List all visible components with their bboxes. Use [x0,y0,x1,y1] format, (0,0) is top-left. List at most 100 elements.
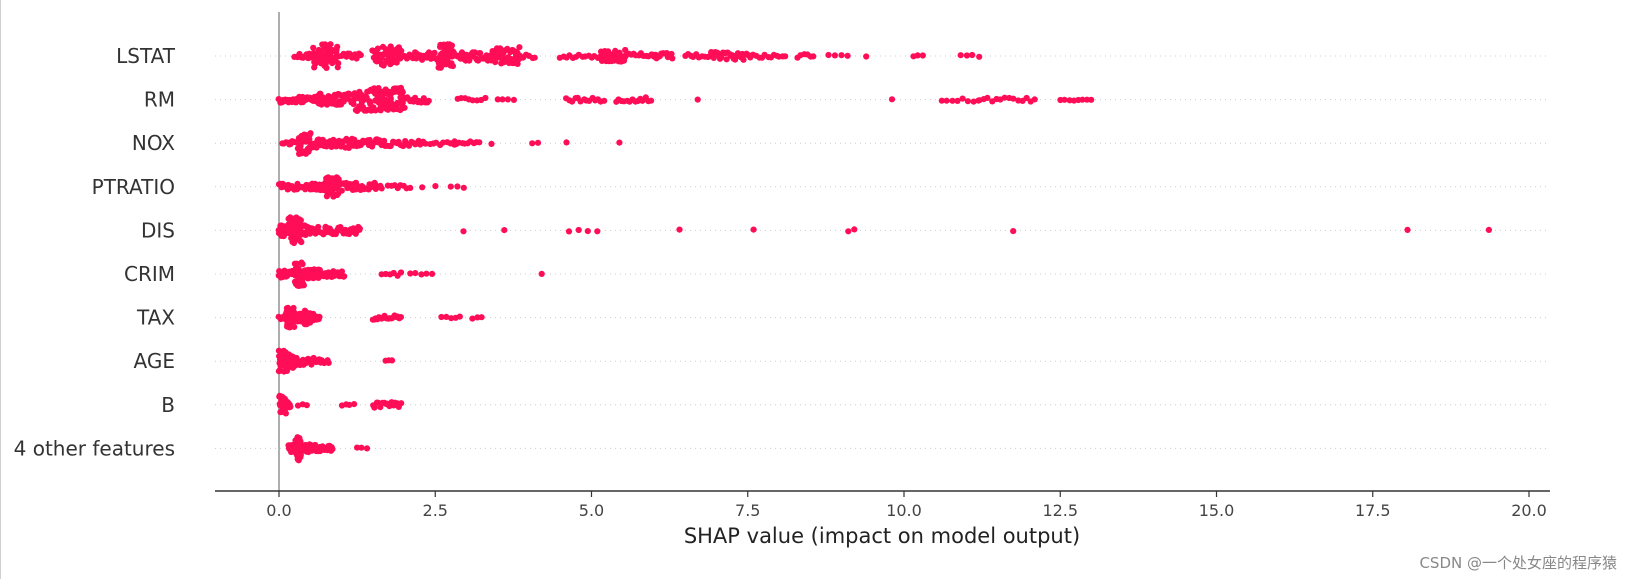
data-point [294,402,302,409]
x-tick-label: 5.0 [579,501,604,520]
data-point [1404,226,1411,233]
data-point [316,313,323,320]
data-point [1031,96,1038,103]
data-point [1023,94,1030,102]
data-point [1001,94,1008,101]
feature-label: AGE [134,349,175,373]
data-point [299,261,306,268]
data-point [432,183,439,190]
data-point [374,45,381,52]
data-point [399,89,406,96]
data-point [575,226,582,234]
data-point [594,228,601,235]
data-point [669,55,676,62]
data-point [387,95,394,102]
x-tick-label: 0.0 [266,501,291,520]
data-point [412,270,419,277]
data-point [531,54,538,61]
data-point [1061,96,1068,103]
data-point [298,239,305,246]
data-point [378,185,385,192]
data-point [335,60,342,67]
data-point [964,98,972,105]
data-point [350,100,357,108]
x-tick-label: 2.5 [423,501,448,520]
data-point [710,54,717,62]
data-point [538,270,545,277]
data-point [601,97,608,104]
data-point [303,402,310,409]
x-axis-ticks: 0.0 2.5 5.0 7.5 10.0 12.5 15.0 17.5 20.0 [266,491,1547,520]
data-point [448,42,455,49]
data-point [456,313,463,320]
data-point [351,136,358,143]
data-point [957,52,964,59]
feature-label: PTRATIO [92,175,175,199]
data-point [740,56,747,63]
x-tick-label: 17.5 [1355,501,1391,520]
data-point [676,226,683,233]
data-point [425,97,432,104]
data-point [323,64,330,71]
data-point [565,228,573,235]
data-point [407,270,414,277]
data-point [443,313,450,320]
data-point [297,452,304,459]
data-point [863,53,870,60]
data-point [1485,226,1492,233]
data-point [377,107,384,114]
data-point [477,50,484,57]
data-point [398,400,405,407]
data-point [694,96,701,103]
feature-label: B [161,393,175,417]
data-point [831,52,839,59]
x-tick-label: 7.5 [735,501,760,520]
data-point [334,43,341,50]
data-point [329,446,336,453]
data-point [325,359,332,366]
data-point [448,315,455,322]
data-point [397,314,404,321]
data-point [284,304,292,311]
data-point [919,52,926,59]
data-point [914,52,921,59]
data-point [959,95,966,102]
data-point [447,183,454,190]
x-tick-label: 10.0 [886,501,922,520]
data-point [782,53,789,60]
feature-label: 4 other features [14,436,175,460]
data-point [616,139,623,146]
feature-label: NOX [132,131,175,155]
data-point [954,97,961,104]
data-point [357,52,364,59]
data-point [418,271,425,278]
data-point [1010,95,1017,102]
data-point [504,96,511,103]
data-points [275,41,1492,464]
data-point [449,63,456,70]
x-axis-title: SHAP value (impact on model output) [684,524,1080,548]
data-point [423,270,430,277]
data-point [476,139,483,146]
data-point [970,98,977,105]
feature-label: LSTAT [116,44,176,68]
data-point [398,47,405,55]
data-point [469,315,476,322]
data-point [969,51,976,59]
data-point [723,56,730,63]
data-point [851,226,858,233]
data-point [429,270,436,277]
data-point [375,85,382,92]
feature-label: CRIM [124,262,175,286]
data-point [356,225,363,232]
data-point [282,410,289,417]
data-point [397,269,405,276]
data-point [648,97,655,104]
x-tick-label: 20.0 [1511,501,1547,520]
data-point [984,94,991,101]
left-border [0,0,1,579]
data-point [844,52,851,59]
data-point [407,184,414,191]
data-point [351,401,358,408]
